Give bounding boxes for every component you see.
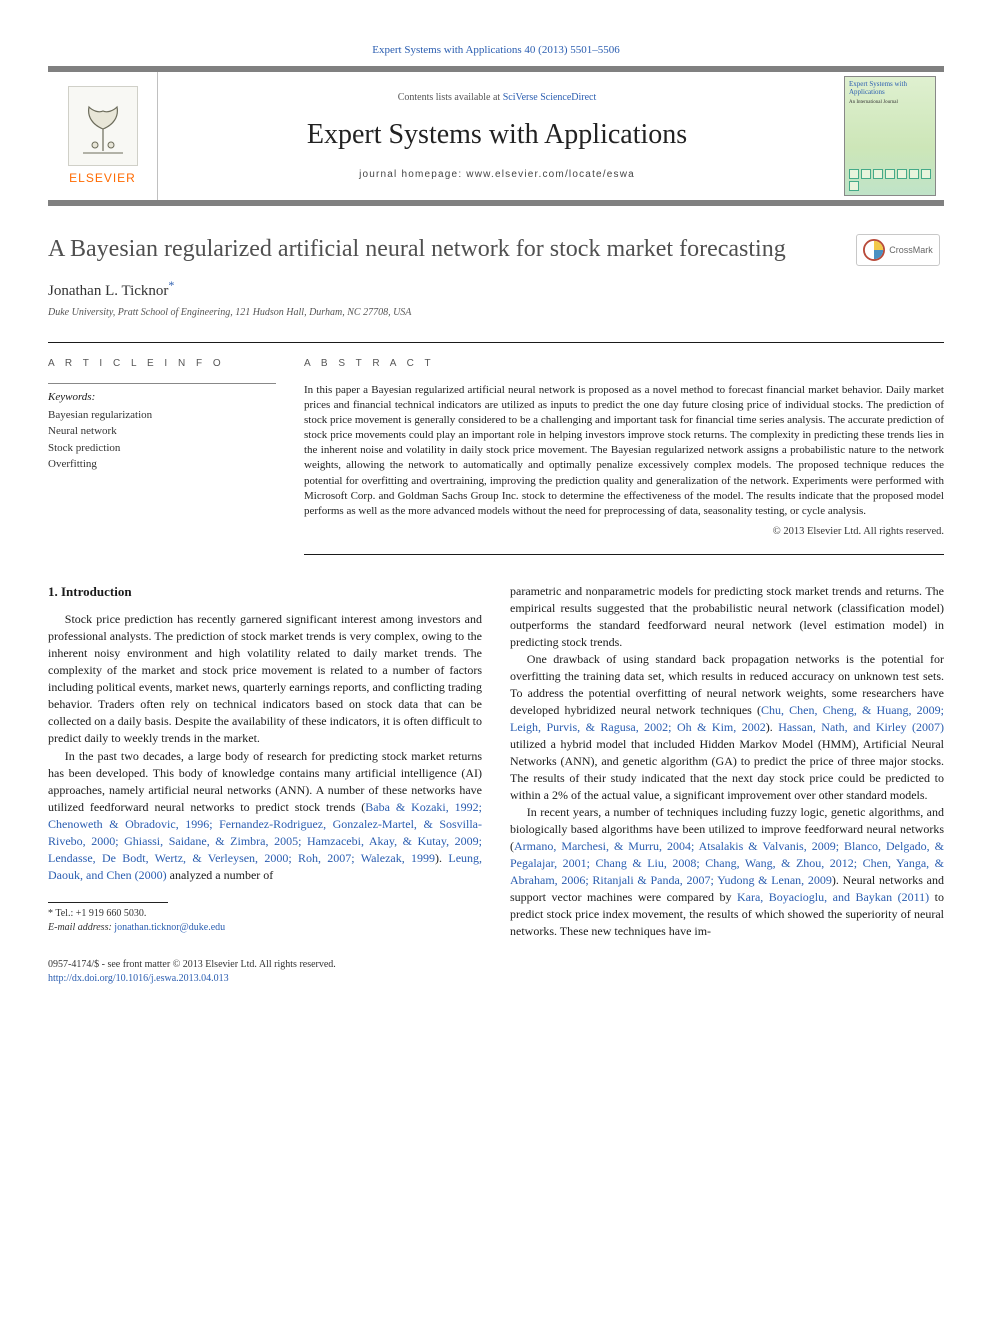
journal-cover-thumbnail: Expert Systems with Applications An Inte… (844, 76, 936, 196)
journal-homepage: journal homepage: www.elsevier.com/locat… (174, 168, 820, 182)
body-paragraph: In the past two decades, a large body of… (48, 748, 482, 884)
body-paragraph: Stock price prediction has recently garn… (48, 611, 482, 747)
body-text: ). (435, 851, 448, 865)
elsevier-tree-icon (68, 86, 138, 166)
journal-banner: ELSEVIER Contents lists available at Sci… (48, 66, 944, 206)
crossmark-icon (863, 239, 885, 261)
abstract-copyright: © 2013 Elsevier Ltd. All rights reserved… (304, 525, 944, 540)
body-text: ). (766, 720, 778, 734)
keyword-item: Bayesian regularization (48, 407, 276, 424)
author-line: Jonathan L. Ticknor* (48, 277, 944, 302)
crossmark-label: CrossMark (889, 244, 933, 257)
elsevier-wordmark: ELSEVIER (69, 170, 136, 187)
abstract-label: A B S T R A C T (304, 357, 944, 371)
contents-line: Contents lists available at SciVerse Sci… (174, 91, 820, 105)
journal-title: Expert Systems with Applications (174, 115, 820, 154)
issn-line: 0957-4174/$ - see front matter © 2013 El… (48, 958, 944, 972)
section-heading: 1. Introduction (48, 583, 482, 601)
author-name: Jonathan L. Ticknor (48, 283, 168, 299)
footer-bar: 0957-4174/$ - see front matter © 2013 El… (48, 958, 944, 986)
article-title: A Bayesian regularized artificial neural… (48, 234, 852, 264)
body-left-column: 1. Introduction Stock price prediction h… (48, 583, 482, 941)
footnote-email-link[interactable]: jonathan.ticknor@duke.edu (114, 922, 225, 933)
citation-link[interactable]: Kara, Boyacioglu, and Baykan (2011) (737, 890, 929, 904)
article-info-label: A R T I C L E I N F O (48, 357, 276, 371)
body-text: utilized a hybrid model that included Hi… (510, 737, 944, 802)
doi-link[interactable]: http://dx.doi.org/10.1016/j.eswa.2013.04… (48, 973, 229, 984)
corresponding-marker: * (168, 278, 174, 292)
elsevier-logo: ELSEVIER (48, 72, 158, 200)
header-citation-link[interactable]: Expert Systems with Applications 40 (201… (372, 44, 619, 56)
cover-subtitle: An International Journal (849, 99, 931, 106)
keyword-item: Overfitting (48, 456, 276, 473)
cover-title: Expert Systems with Applications (849, 81, 931, 96)
contents-prefix: Contents lists available at (398, 92, 503, 103)
crossmark-badge[interactable]: CrossMark (852, 234, 944, 266)
body-text: analyzed a number of (167, 868, 274, 882)
corresponding-footnote: * Tel.: +1 919 660 5030. E-mail address:… (48, 907, 482, 935)
body-paragraph: parametric and nonparametric models for … (510, 583, 944, 651)
abstract-text: In this paper a Bayesian regularized art… (304, 383, 944, 520)
keyword-item: Neural network (48, 423, 276, 440)
citation-link[interactable]: Hassan, Nath, and Kirley (2007) (778, 720, 944, 734)
keyword-item: Stock prediction (48, 440, 276, 457)
affiliation: Duke University, Pratt School of Enginee… (48, 306, 944, 320)
sciencedirect-link[interactable]: SciVerse ScienceDirect (503, 92, 597, 103)
header-citation: Expert Systems with Applications 40 (201… (48, 40, 944, 58)
body-paragraph: In recent years, a number of techniques … (510, 804, 944, 940)
body-paragraph: One drawback of using standard back prop… (510, 651, 944, 804)
footnote-email-label: E-mail address: (48, 922, 112, 933)
body-right-column: parametric and nonparametric models for … (510, 583, 944, 941)
keywords-heading: Keywords: (48, 390, 276, 405)
footnote-tel: * Tel.: +1 919 660 5030. (48, 907, 482, 921)
